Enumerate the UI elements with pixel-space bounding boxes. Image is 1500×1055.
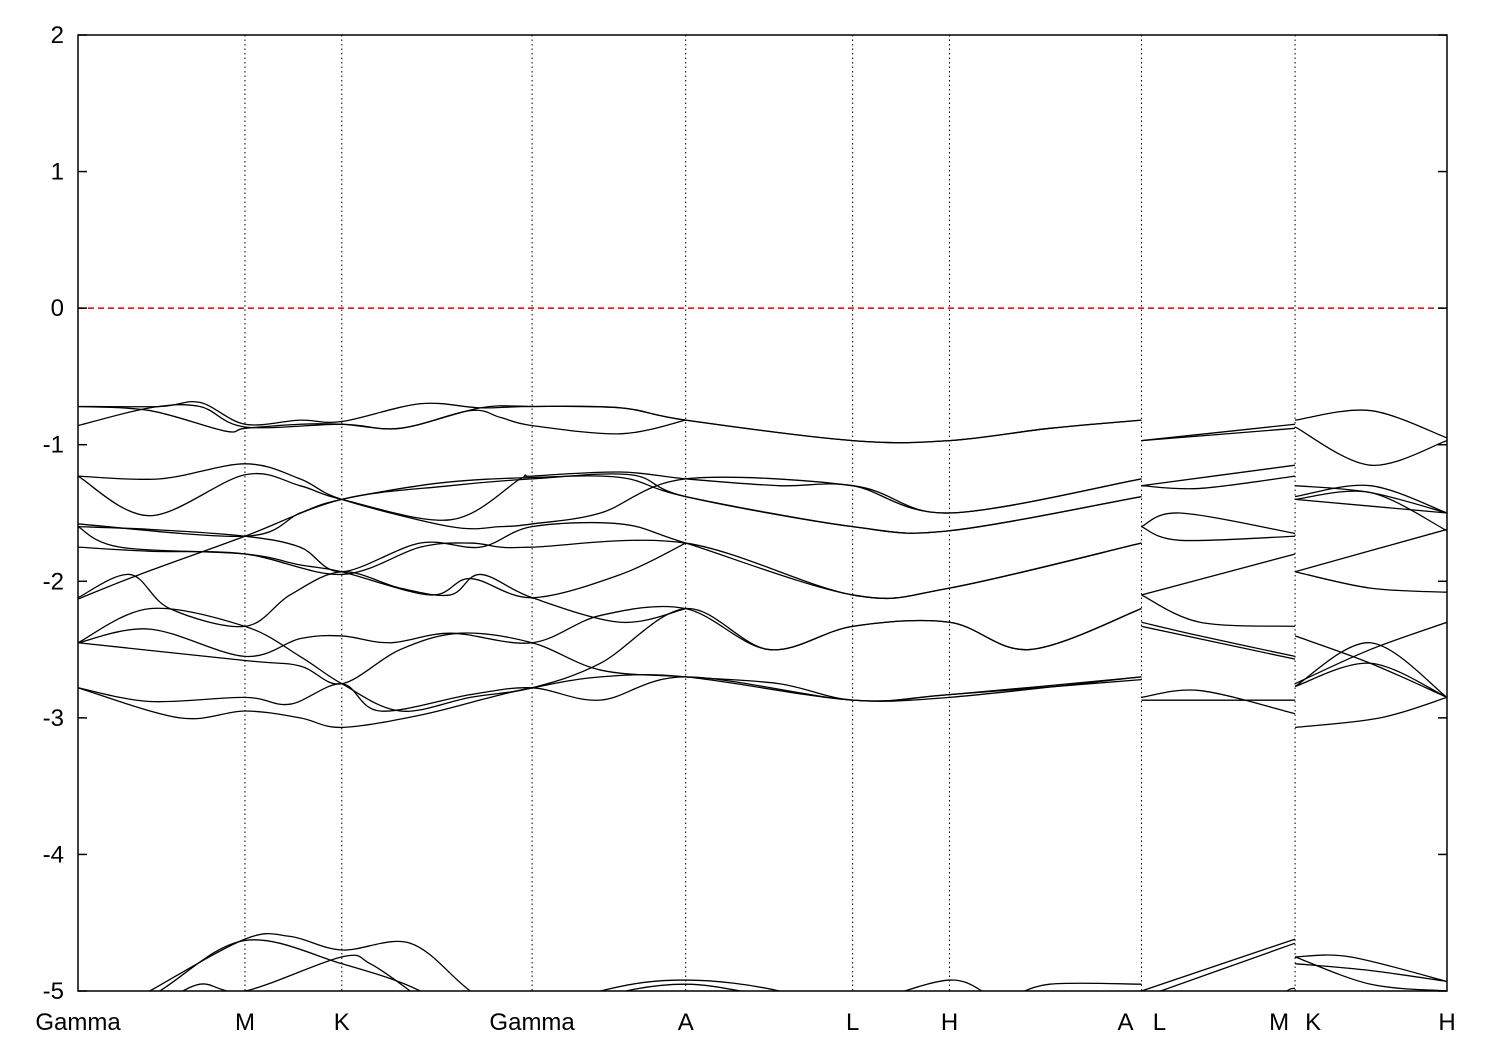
y-tick-label: -5 <box>43 978 64 1005</box>
band-line <box>1295 485 1447 514</box>
band-line <box>148 932 1142 991</box>
band-line <box>1141 553 1296 596</box>
band-line <box>1295 498 1447 514</box>
band-line <box>1294 528 1447 573</box>
x-tick-label: Gamma <box>489 1009 575 1036</box>
band-line <box>1294 642 1447 698</box>
band-line <box>1141 689 1296 715</box>
band-line <box>78 539 1142 600</box>
x-tick-label: K <box>334 1009 350 1036</box>
band-line <box>78 473 1142 600</box>
band-line <box>78 674 1142 729</box>
band-line <box>1141 427 1296 442</box>
band-line <box>1158 942 1296 991</box>
band-line <box>78 632 1142 702</box>
band-line <box>1295 963 1447 983</box>
band-line <box>1141 475 1296 490</box>
band-line <box>78 471 1142 521</box>
band-line <box>78 521 1142 600</box>
band-line <box>78 404 1142 444</box>
x-tick-label: L <box>1153 1009 1166 1036</box>
band-line <box>1141 625 1296 660</box>
y-tick-label: -3 <box>43 705 64 732</box>
y-tick-label: -2 <box>43 568 64 595</box>
band-line <box>1294 696 1447 729</box>
band-line <box>1141 938 1296 991</box>
band-line <box>78 463 1142 530</box>
x-tick-label: M <box>1269 1009 1289 1036</box>
y-tick-label: 1 <box>51 159 64 186</box>
band-line <box>1295 490 1447 532</box>
x-tick-label: L <box>846 1009 859 1036</box>
y-tick-label: 2 <box>51 22 64 49</box>
band-line <box>1294 484 1447 514</box>
band-line <box>1141 464 1296 487</box>
x-axis: Gamma M K Gamma A L H A L M K H <box>35 1009 1455 1036</box>
band-line <box>1141 594 1296 628</box>
band-line <box>1295 954 1447 983</box>
vertical-grid <box>244 35 1296 991</box>
band-line <box>1294 635 1447 698</box>
y-tick-label: 0 <box>51 295 64 322</box>
bands <box>78 401 1447 991</box>
x-tick-label: A <box>1117 1009 1133 1036</box>
x-tick-label: A <box>678 1009 694 1036</box>
band-line <box>1141 621 1296 658</box>
band-line <box>78 526 686 599</box>
band-line <box>1294 409 1447 439</box>
x-tick-label: H <box>1438 1009 1455 1036</box>
plot-frame <box>77 34 1448 992</box>
band-line <box>78 475 1142 538</box>
band-line <box>1294 956 1447 991</box>
x-tick-label: Gamma <box>35 1009 121 1036</box>
band-line <box>78 405 686 435</box>
y-tick-label: -1 <box>43 432 64 459</box>
band-line <box>1141 512 1296 535</box>
band-line <box>78 571 686 628</box>
y-tick-label: -4 <box>43 841 64 868</box>
y-axis: -5 -4 -3 -2 -1 0 1 2 <box>43 22 1447 1005</box>
x-tick-label: M <box>235 1009 255 1036</box>
band-line <box>158 939 782 991</box>
x-tick-label: K <box>1305 1009 1321 1036</box>
x-tick-label: H <box>941 1009 958 1036</box>
band-line <box>1294 426 1447 466</box>
band-line <box>1294 571 1447 593</box>
band-line <box>78 605 1142 658</box>
band-line <box>1294 621 1447 685</box>
band-line <box>1141 526 1296 542</box>
